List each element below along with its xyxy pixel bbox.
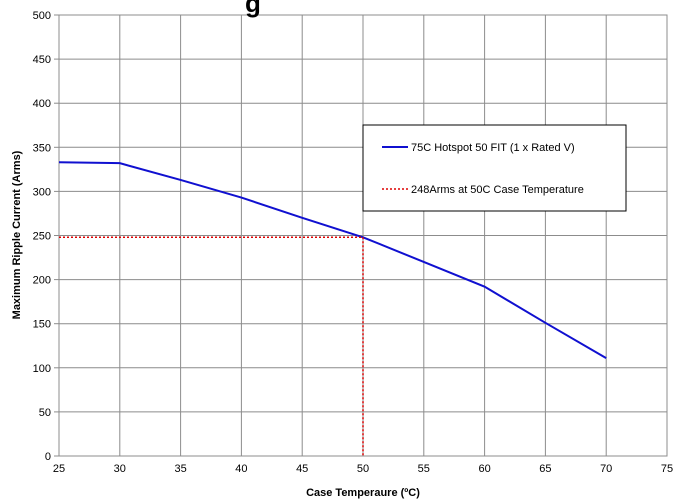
series-group <box>58 161 607 456</box>
legend-label-series-1: 75C Hotspot 50 FIT (1 x Rated V) <box>411 142 575 154</box>
x-tick-label: 60 <box>478 463 490 475</box>
chart-title: g <box>245 0 261 18</box>
x-tick-label: 35 <box>174 463 186 475</box>
y-tick-label: 500 <box>33 10 51 22</box>
x-tick-label: 25 <box>53 463 65 475</box>
y-tick-label: 100 <box>33 363 51 375</box>
x-tick-label: 55 <box>418 463 430 475</box>
legend-box <box>362 124 627 212</box>
y-tick-label: 50 <box>39 407 51 419</box>
y-tick-label: 250 <box>33 231 51 243</box>
y-tick-label: 300 <box>33 186 51 198</box>
y-tick-label: 400 <box>33 98 51 110</box>
x-axis-label: Case Temperaure (ºC) <box>306 487 420 499</box>
y-tick-label: 450 <box>33 54 51 66</box>
x-tick-label: 70 <box>600 463 612 475</box>
legend: 75C Hotspot 50 FIT (1 x Rated V) 248Arms… <box>362 124 627 212</box>
x-tick-label: 50 <box>357 463 369 475</box>
x-tick-label: 40 <box>235 463 247 475</box>
legend-label-series-2: 248Arms at 50C Case Temperature <box>411 184 584 196</box>
series-line-1 <box>58 161 607 359</box>
y-tick-label: 0 <box>45 451 51 463</box>
x-tick-label: 45 <box>296 463 308 475</box>
tick-labels: 25 30 35 40 45 50 55 60 65 70 75 0 50 100 150 200 250 300… <box>33 10 673 475</box>
y-tick-label: 150 <box>33 319 51 331</box>
x-tick-label: 30 <box>114 463 126 475</box>
x-tick-label: 65 <box>539 463 551 475</box>
y-tick-label: 200 <box>33 275 51 287</box>
plot-area-border <box>58 14 668 457</box>
series-line-2 <box>59 236 364 456</box>
y-tick-label: 350 <box>33 142 51 154</box>
y-axis-label: Maximum Ripple Current (Arms) <box>11 150 23 319</box>
x-tick-label: 75 <box>661 463 673 475</box>
